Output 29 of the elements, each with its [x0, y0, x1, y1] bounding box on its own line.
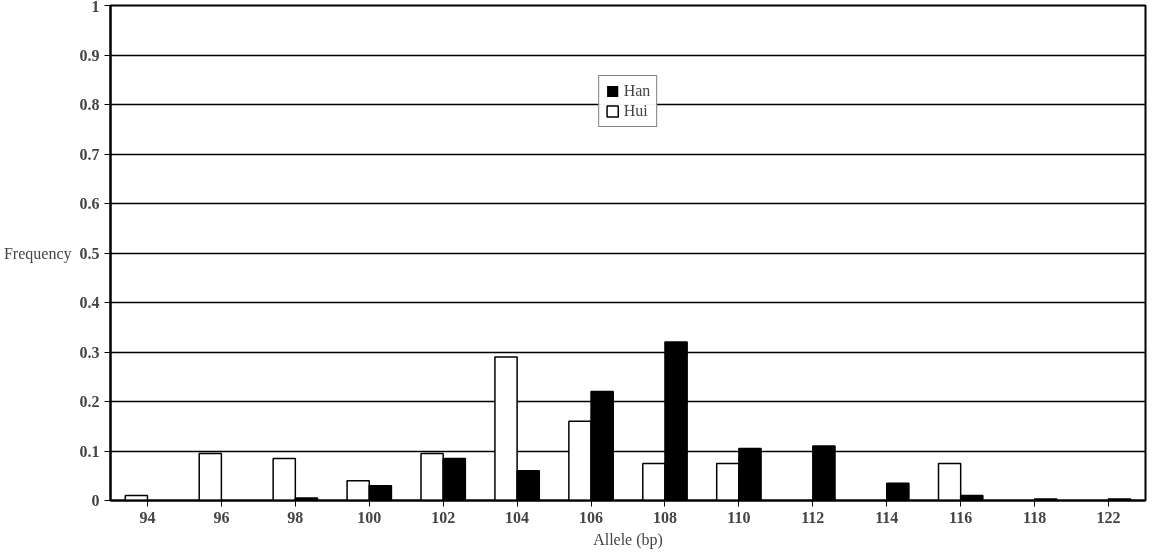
- y-tick-label: 0.2: [79, 393, 100, 410]
- x-tick-label: 118: [1023, 508, 1047, 526]
- x-tick-label: 122: [1096, 508, 1121, 526]
- y-tick-label: 0.9: [79, 46, 100, 64]
- x-tick-label: 104: [505, 508, 530, 526]
- y-axis-title: Frequency: [3, 244, 72, 263]
- x-tick-label: 114: [875, 508, 899, 526]
- legend-label: Hui: [623, 102, 648, 120]
- x-tick-label: 96: [213, 508, 230, 526]
- y-tick-label: 0.4: [79, 294, 100, 311]
- y-tick-label: 0.7: [79, 145, 100, 163]
- x-tick-label: 98: [287, 508, 304, 526]
- legend-label: Han: [623, 82, 651, 100]
- y-tick-label: 0.5: [79, 244, 100, 262]
- y-tick-label: 0.3: [79, 343, 100, 361]
- x-tick-label: 110: [727, 508, 751, 526]
- x-tick-label: 116: [949, 508, 973, 526]
- y-tick-label: 1: [91, 0, 100, 15]
- y-tick-label: 0: [91, 492, 100, 509]
- x-tick-label: 102: [431, 508, 456, 526]
- y-tick-label: 0.1: [79, 442, 100, 460]
- x-tick-label: 106: [579, 508, 604, 526]
- x-tick-label: 94: [139, 508, 156, 526]
- y-tick-label: 0.8: [79, 96, 100, 113]
- x-tick-label: 100: [357, 508, 382, 526]
- x-tick-label: 108: [652, 508, 677, 526]
- y-tick-label: 0.6: [79, 195, 100, 212]
- x-tick-label: 112: [801, 508, 825, 526]
- x-axis-title: Allele (bp): [593, 530, 663, 549]
